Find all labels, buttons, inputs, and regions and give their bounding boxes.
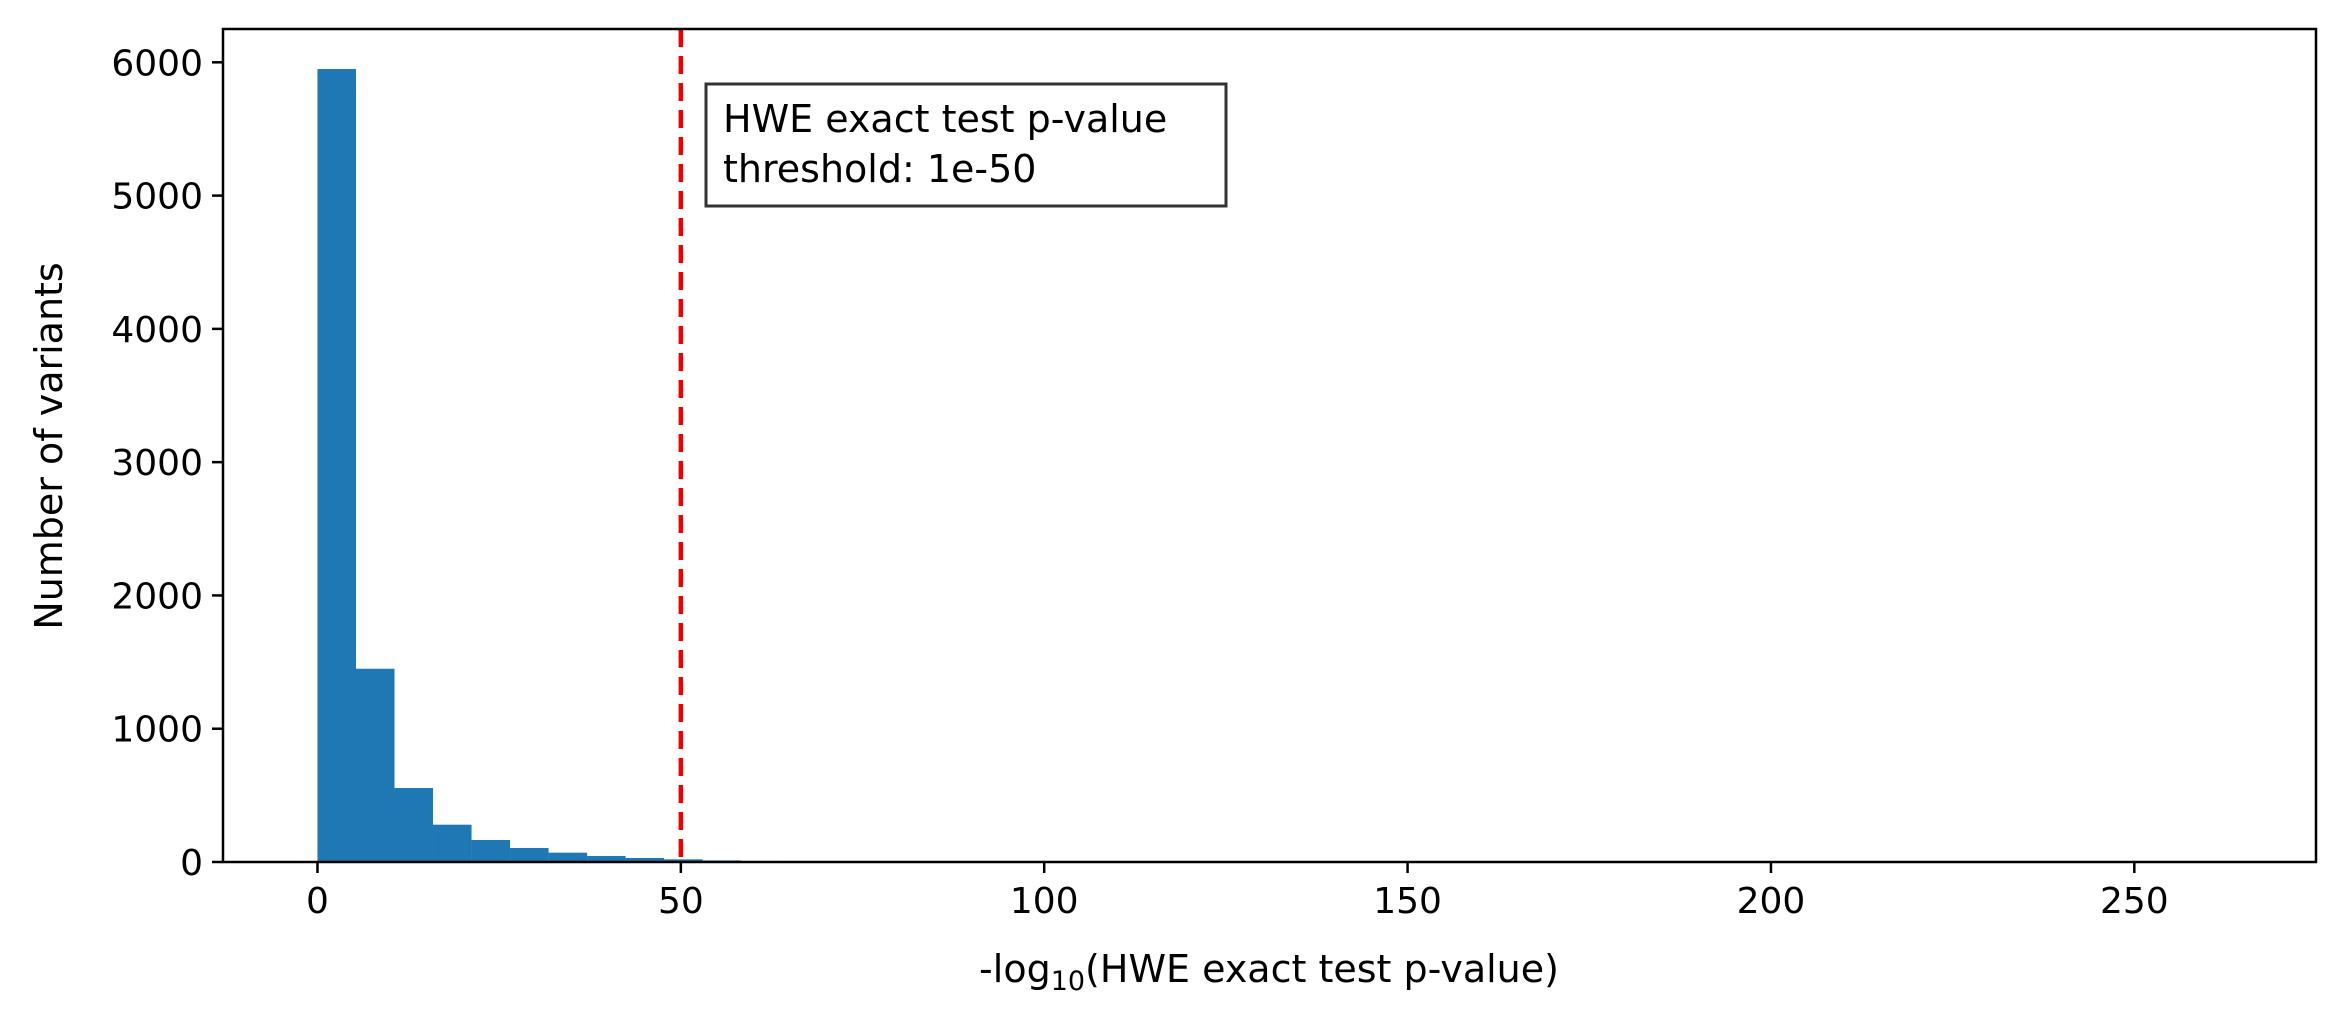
y-tick-label: 2000 [111,576,203,617]
histogram-bar [317,68,356,862]
histogram-bar [510,848,549,862]
y-axis-label: Number of variants [27,262,71,629]
histogram-bar [394,788,434,862]
x-tick-label: 100 [1010,881,1079,922]
histogram-bar [433,824,472,862]
x-axis-label-subscript: 10 [1051,966,1085,997]
histogram-bar [548,852,588,862]
y-tick-label: 6000 [111,43,203,84]
annotation-box: HWE exact test p-value threshold: 1e-50 [704,82,1228,208]
histogram-bar [664,859,703,862]
plot-frame [221,27,2318,864]
x-tick-label: 50 [658,881,704,922]
y-tick-label: 0 [180,843,203,884]
x-axis-ticks: 0 50 100 150 200 250 [306,862,2169,922]
x-tick-label: 150 [1373,881,1442,922]
x-axis-label: -log10(HWE exact test p-value) [979,947,1559,997]
x-tick-label: 250 [2100,881,2169,922]
y-tick-label: 1000 [111,710,203,751]
histogram-bar [625,858,665,862]
annotation-line-2: threshold: 1e-50 [723,147,1036,191]
y-tick-label: 5000 [111,177,203,218]
histogram-bar [587,856,626,862]
y-axis-ticks: 0 1000 2000 3000 4000 5000 6000 [111,43,223,884]
y-tick-label: 3000 [111,443,203,484]
histogram-bar [471,840,511,862]
x-tick-label: 200 [1737,881,1806,922]
y-tick-label: 4000 [111,310,203,351]
annotation-line-1: HWE exact test p-value [723,97,1167,141]
histogram-bar [355,668,395,862]
histogram-bars [317,68,2205,862]
x-tick-label: 0 [306,881,329,922]
